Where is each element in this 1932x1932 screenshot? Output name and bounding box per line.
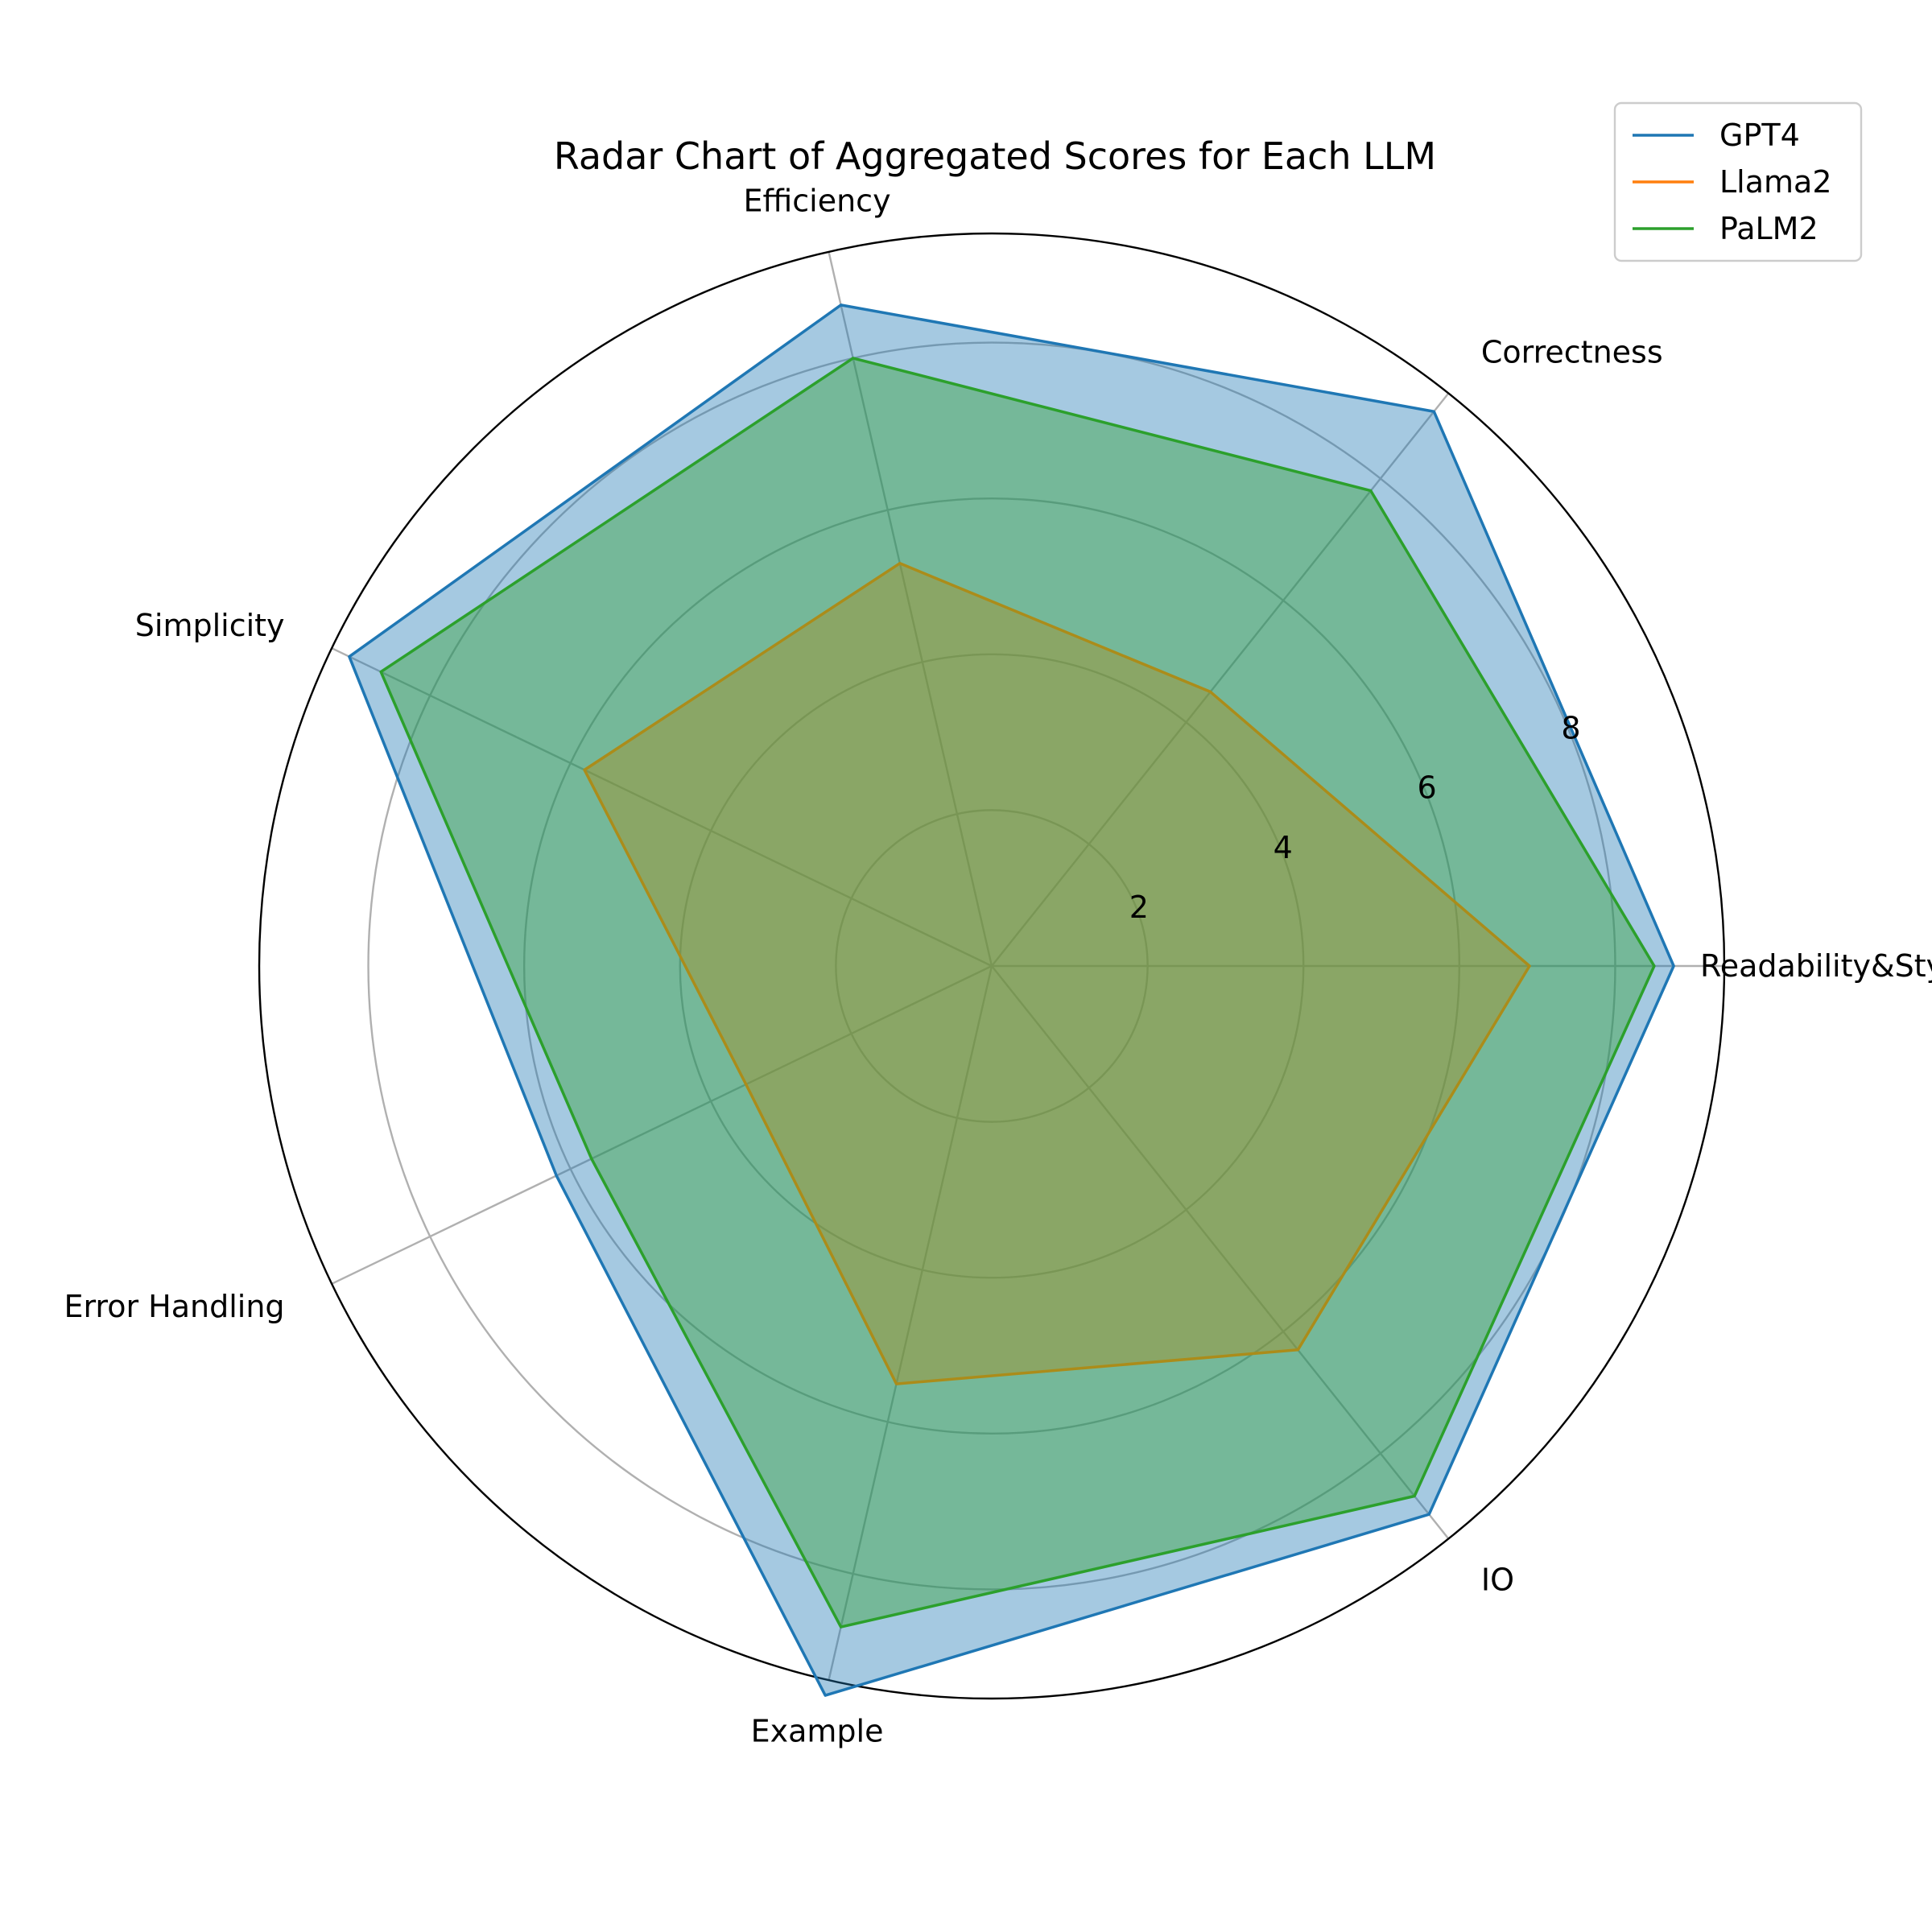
axis-labels: 2 4 6 8 Readability&Style Correctness Efficien… [64,183,1932,1748]
spoke-line [331,647,993,968]
spoke-line [991,965,1450,1540]
legend-label: GPT4 [1719,118,1800,153]
spoke-line [331,964,993,1285]
series-line-gpt4 [348,303,1675,1697]
spoke-line [828,965,993,1681]
polar-grid [258,232,1726,1700]
radial-tick-label: 4 [1274,830,1293,865]
series-line-palm2 [379,357,1656,1629]
category-label: IO [1481,1562,1514,1597]
grid-circle [522,497,1461,1435]
series-layer [348,303,1675,1697]
spoke-line [991,392,1450,967]
radial-tick-label: 2 [1129,890,1149,925]
series-fill-llama2 [584,563,1530,1385]
series-fill-gpt4 [349,304,1674,1696]
grid-circle [679,653,1305,1279]
spoke-line [828,251,993,967]
legend-label: Llama2 [1719,164,1832,200]
legend-label: PaLM2 [1719,211,1818,246]
category-label: Correctness [1481,335,1663,370]
grid-circle [835,809,1149,1123]
category-label: Efficiency [744,183,891,218]
grid-circle [367,341,1616,1591]
category-label: Simplicity [135,608,285,643]
category-label: Example [751,1714,884,1749]
legend-frame [1613,101,1863,262]
radial-tick-label: 8 [1561,711,1580,746]
radial-tick-label: 6 [1418,770,1437,806]
series-fill-palm2 [381,357,1654,1628]
category-label: Error Handling [64,1289,284,1324]
chart-title: Radar Chart of Aggregated Scores for Eac… [554,134,1436,178]
series-line-llama2 [583,562,1531,1385]
category-label: Readability&Style [1700,948,1932,984]
legend: GPT4 Llama2 PaLM2 [1613,101,1863,262]
outer-frame [258,232,1726,1700]
